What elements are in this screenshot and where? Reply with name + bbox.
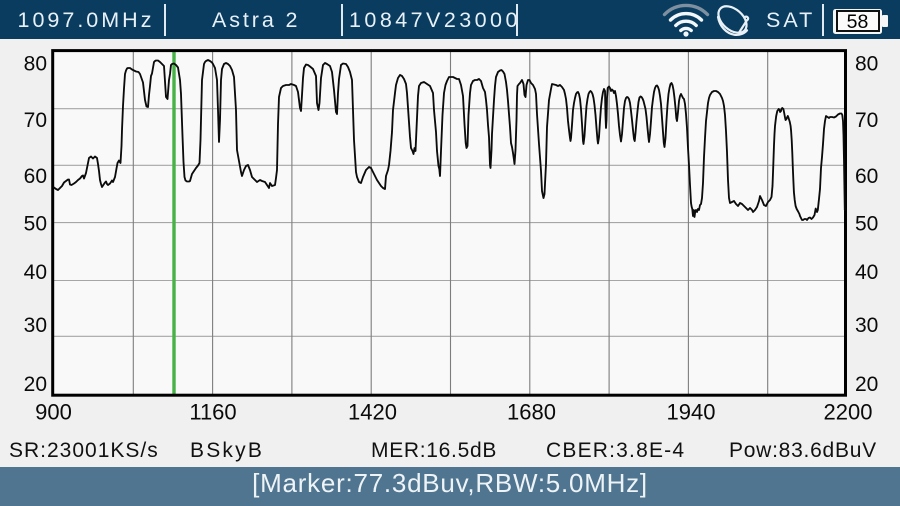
svg-text:1160: 1160 xyxy=(189,400,236,425)
svg-text:2200: 2200 xyxy=(824,400,873,425)
svg-text:30: 30 xyxy=(855,314,878,337)
svg-text:40: 40 xyxy=(24,261,47,284)
svg-text:1940: 1940 xyxy=(667,400,716,425)
svg-text:50: 50 xyxy=(855,213,878,236)
svg-text:80: 80 xyxy=(24,53,47,76)
svg-text:20: 20 xyxy=(855,373,878,396)
svg-text:1680: 1680 xyxy=(507,400,556,425)
svg-text:30: 30 xyxy=(24,314,47,337)
svg-text:50: 50 xyxy=(24,213,47,236)
svg-text:80: 80 xyxy=(855,53,878,76)
svg-text:900: 900 xyxy=(35,400,72,425)
svg-text:40: 40 xyxy=(855,261,878,284)
svg-text:60: 60 xyxy=(855,165,878,188)
svg-text:1420: 1420 xyxy=(348,400,397,425)
svg-text:70: 70 xyxy=(855,109,878,132)
svg-text:70: 70 xyxy=(24,109,47,132)
svg-text:20: 20 xyxy=(24,373,47,396)
svg-text:60: 60 xyxy=(24,165,47,188)
